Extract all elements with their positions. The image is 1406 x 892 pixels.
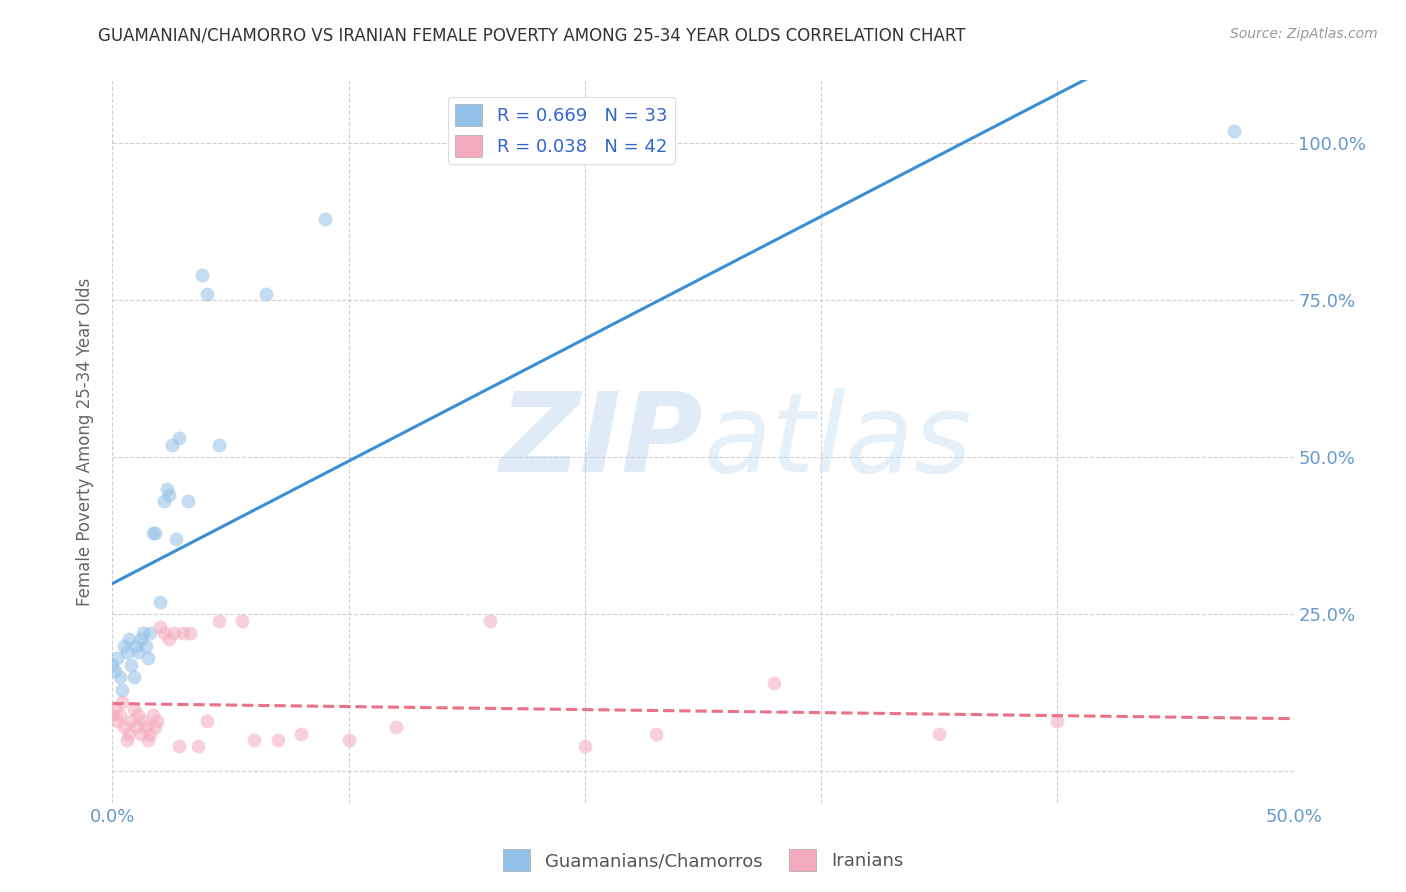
Point [157,632,180,647]
Point [136,651,159,665]
Point [177,494,200,508]
Point [108,670,131,684]
Point [156,482,179,496]
Point [118,727,141,741]
Point [129,632,152,647]
Point [142,525,165,540]
Text: ZIP: ZIP [499,388,703,495]
Point [135,720,157,734]
Legend: R = 0.669   N = 33, R = 0.038   N = 42: R = 0.669 N = 33, R = 0.038 N = 42 [449,96,675,164]
Point [179,626,201,640]
Point [115,733,138,747]
Text: atlas: atlas [703,388,972,495]
Point [111,695,134,709]
Point [191,268,214,282]
Point [928,727,950,741]
Point [479,614,502,628]
Point [149,620,172,634]
Point [135,639,157,653]
Point [118,632,141,647]
Y-axis label: Female Poverty Among 25-34 Year Olds: Female Poverty Among 25-34 Year Olds [76,277,94,606]
Point [101,707,124,722]
Point [186,739,208,754]
Point [172,626,194,640]
Point [157,488,180,502]
Point [167,739,190,754]
Point [1046,714,1069,728]
Point [290,727,312,741]
Point [129,727,152,741]
Point [574,739,596,754]
Text: Source: ZipAtlas.com: Source: ZipAtlas.com [1230,27,1378,41]
Point [105,651,128,665]
Point [112,639,135,653]
Point [108,707,131,722]
Point [146,714,169,728]
Point [1223,123,1246,137]
Point [115,645,138,659]
Point [167,431,190,445]
Point [104,664,127,678]
Point [122,701,145,715]
Point [385,720,408,734]
Point [142,707,165,722]
Point [127,707,149,722]
Point [195,714,218,728]
Point [314,211,336,226]
Point [208,614,231,628]
Point [132,626,155,640]
Point [143,525,166,540]
Point [136,733,159,747]
Point [125,720,148,734]
Point [231,614,253,628]
Legend: Guamanians/Chamorros, Iranians: Guamanians/Chamorros, Iranians [496,842,910,879]
Point [104,701,127,715]
Point [120,657,142,672]
Point [208,438,231,452]
Point [644,727,666,741]
Point [337,733,360,747]
Point [112,720,135,734]
Point [122,670,145,684]
Point [762,676,785,690]
Point [195,286,218,301]
Point [111,682,134,697]
Point [139,727,162,741]
Text: GUAMANIAN/CHAMORRO VS IRANIAN FEMALE POVERTY AMONG 25-34 YEAR OLDS CORRELATION C: GUAMANIAN/CHAMORRO VS IRANIAN FEMALE POV… [98,27,966,45]
Point [120,714,142,728]
Point [160,438,183,452]
Point [149,595,172,609]
Point [243,733,266,747]
Point [153,626,176,640]
Point [153,494,176,508]
Point [105,714,128,728]
Point [143,720,166,734]
Point [139,626,162,640]
Point [165,532,187,546]
Point [101,657,124,672]
Point [132,714,155,728]
Point [267,733,290,747]
Point [127,645,149,659]
Point [254,286,277,301]
Point [163,626,186,640]
Point [125,639,148,653]
